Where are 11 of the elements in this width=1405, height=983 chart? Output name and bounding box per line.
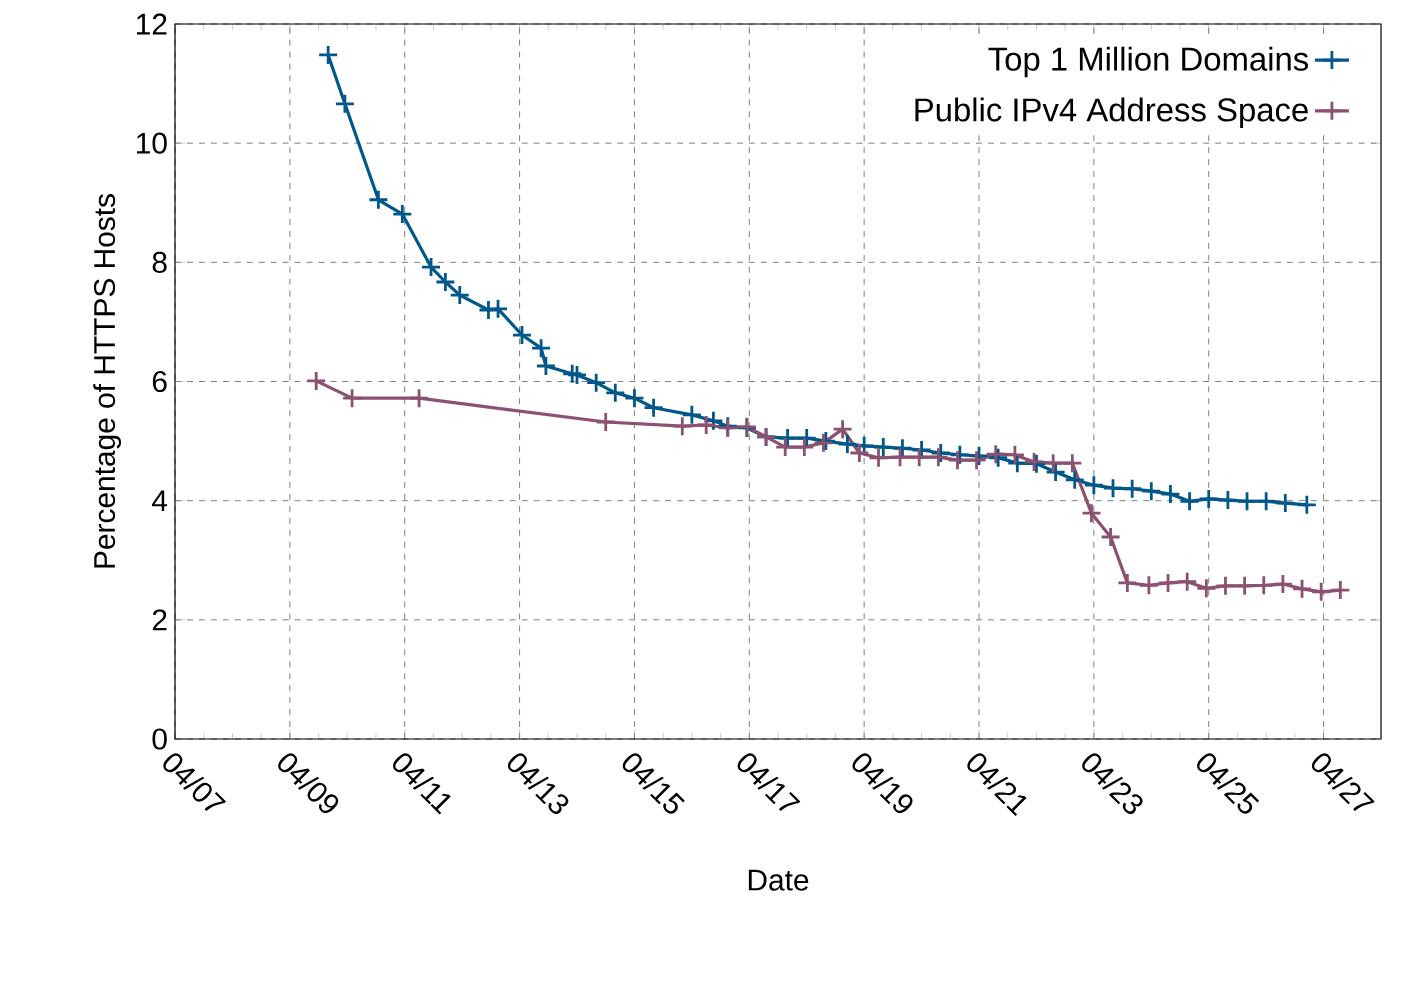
y-tick-label: 8 bbox=[152, 251, 167, 273]
y-axis-title: Percentage of HTTPS Hosts bbox=[93, 194, 122, 568]
y-tick-label: 10 bbox=[137, 132, 167, 154]
legend-label: Public IPv4 Address Space bbox=[915, 97, 1308, 129]
y-tick-label: 12 bbox=[137, 13, 167, 35]
y-tick-label: 6 bbox=[152, 370, 167, 393]
x-axis-title: Date bbox=[748, 869, 809, 891]
y-tick-label: 2 bbox=[152, 609, 167, 631]
y-tick-label: 4 bbox=[152, 490, 168, 511]
legend-label: Top 1 Million Domains bbox=[988, 46, 1309, 78]
y-tick-label: 0 bbox=[152, 728, 167, 750]
